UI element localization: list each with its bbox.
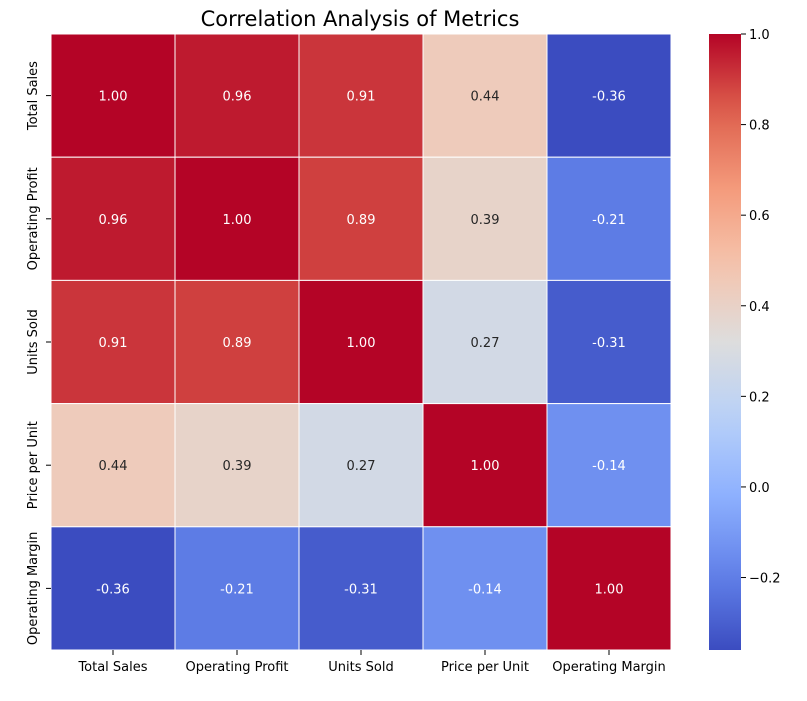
cell-value-label: 0.27 [471,336,500,351]
cell-value-label: 1.00 [595,582,624,597]
y-tick-label: Price per Unit [26,421,41,509]
cell-value-label: 1.00 [99,90,128,105]
colorbar-tick-label: 0.8 [749,119,770,134]
cell-value-label: 0.91 [347,90,376,105]
heatmap-cell [546,403,672,528]
colorbar: −0.2 0.0 0.2 0.4 0.6 0.8 1.0 [709,28,781,650]
heatmap-cell [546,279,672,405]
heatmap-cell-labels: 1.00 0.96 0.91 0.44 -0.36 0.96 1.00 0.89 0.39 -0.… [96,90,626,598]
cell-value-label: 0.44 [471,90,500,105]
y-axis-ticks: Total Sales Operating Profit Units Sold Pri… [26,61,51,645]
heatmap-cell [174,279,300,405]
cell-value-label: -0.31 [344,582,378,597]
colorbar-tick-label: 1.0 [749,28,770,43]
heatmap-cell [50,156,176,281]
cell-value-label: 0.44 [99,459,128,474]
x-tick-label: Price per Unit [441,660,529,675]
cell-value-label: -0.21 [220,582,254,597]
cell-value-label: 0.91 [99,336,128,351]
chart-title: Correlation Analysis of Metrics [201,7,520,31]
cell-value-label: -0.14 [592,459,626,474]
cell-value-label: -0.31 [592,336,626,351]
x-tick-label: Units Sold [328,660,393,675]
cell-value-label: 0.96 [223,90,252,105]
cell-value-label: 0.39 [223,459,252,474]
x-tick-label: Total Sales [77,660,147,675]
heatmap-cell [546,33,672,158]
cell-value-label: 1.00 [223,213,252,228]
heatmap-cell [174,33,300,158]
cell-value-label: 0.96 [99,213,128,228]
colorbar-tick-label: −0.2 [749,572,781,587]
colorbar-gradient [709,34,741,650]
colorbar-tick-label: 0.6 [749,209,770,224]
y-tick-label: Operating Margin [26,532,41,646]
heatmap-cell [50,526,176,651]
colorbar-tick-label: 0.2 [749,390,770,405]
heatmap-cell [422,279,548,405]
cell-value-label: 1.00 [347,336,376,351]
heatmap-cell [174,526,300,651]
colorbar-tick-label: 0.0 [749,481,770,496]
colorbar-tick-label: 0.4 [749,300,770,315]
cell-value-label: 0.39 [471,213,500,228]
x-tick-label: Operating Margin [552,660,666,675]
heatmap-cell [50,33,176,158]
heatmap-cell [174,403,300,528]
heatmap-cell [546,156,672,281]
x-tick-label: Operating Profit [185,660,288,675]
y-tick-label: Units Sold [26,309,41,374]
heatmap-cell [298,403,424,528]
cell-value-label: 0.89 [223,336,252,351]
y-tick-label: Operating Profit [26,167,41,270]
cell-value-label: 0.27 [347,459,376,474]
heatmap-cell [298,279,424,405]
y-tick-label: Total Sales [26,61,41,131]
cell-value-label: -0.21 [592,213,626,228]
heatmap-cell [546,526,672,651]
heatmap-cell [422,33,548,158]
heatmap-cells [50,33,672,651]
heatmap-cell [298,156,424,281]
heatmap-cell [298,33,424,158]
x-axis-ticks: Total Sales Operating Profit Units Sold Pri… [77,650,666,675]
heatmap-cell [422,403,548,528]
cell-value-label: -0.36 [592,90,626,105]
heatmap-cell [298,526,424,651]
cell-value-label: -0.36 [96,582,130,597]
cell-value-label: -0.14 [468,582,502,597]
cell-value-label: 0.89 [347,213,376,228]
cell-value-label: 1.00 [471,459,500,474]
